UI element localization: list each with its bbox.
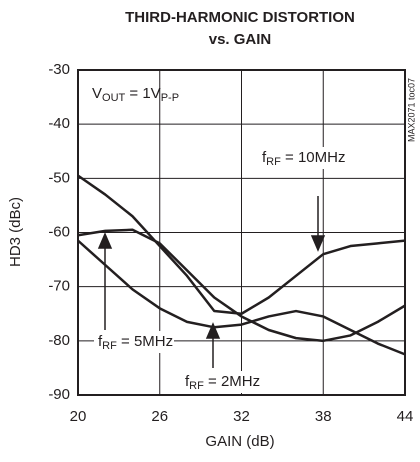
series-line xyxy=(77,174,406,315)
y-tick-label: -30 xyxy=(48,61,70,78)
annotation-part: = 10MHz xyxy=(281,149,346,166)
y-tick-label: -70 xyxy=(48,278,70,295)
arrows xyxy=(97,196,326,368)
x-axis-label: GAIN (dB) xyxy=(205,433,274,450)
annotation-part: = 2MHz xyxy=(204,373,260,390)
series-line xyxy=(77,228,406,343)
annotation-part: f xyxy=(262,149,267,166)
y-tick-label: -40 xyxy=(48,115,70,132)
annotation-subscript: OUT xyxy=(102,92,126,104)
x-tick-label: 44 xyxy=(397,408,414,425)
y-tick-label: -90 xyxy=(48,386,70,403)
arrowhead xyxy=(205,322,221,339)
annotation-part: f xyxy=(98,333,103,350)
annotation-subscript: RF xyxy=(189,380,204,392)
annotation-part: f xyxy=(185,373,190,390)
annotation: fRF = 2MHz xyxy=(185,373,260,392)
chart-title: THIRD-HARMONIC DISTORTION xyxy=(125,9,355,26)
x-tick-label: 32 xyxy=(233,408,250,425)
y-axis-label: HD3 (dBc) xyxy=(7,197,24,267)
plot-frame xyxy=(77,69,406,396)
y-tick-label: -80 xyxy=(48,332,70,349)
annotation-bg xyxy=(258,147,346,169)
annotation-subscript: RF xyxy=(266,156,281,168)
annotation-part: = 1V xyxy=(125,85,160,102)
annotation: VOUT = 1VP-P xyxy=(92,85,179,104)
arrowhead xyxy=(97,232,113,249)
y-tick-label: -60 xyxy=(48,223,70,240)
arrowhead xyxy=(310,235,326,252)
annotation: fRF = 5MHz xyxy=(98,333,173,352)
series-line xyxy=(77,239,406,356)
x-tick-label: 26 xyxy=(151,408,168,425)
x-tick-label: 20 xyxy=(70,408,87,425)
annotation-part: = 5MHz xyxy=(117,333,173,350)
annotation-bg xyxy=(94,331,174,353)
annotation-bg xyxy=(181,371,261,393)
annotation-subscript: P-P xyxy=(161,92,179,104)
annotation-part: V xyxy=(92,85,102,102)
y-tick-label: -50 xyxy=(48,169,70,186)
chart-subtitle: vs. GAIN xyxy=(209,31,272,48)
annotation: fRF = 10MHz xyxy=(262,149,345,168)
annotation-subscript: RF xyxy=(102,340,117,352)
side-note: MAX2071 toc07 xyxy=(406,78,416,142)
x-tick-label: 38 xyxy=(315,408,332,425)
